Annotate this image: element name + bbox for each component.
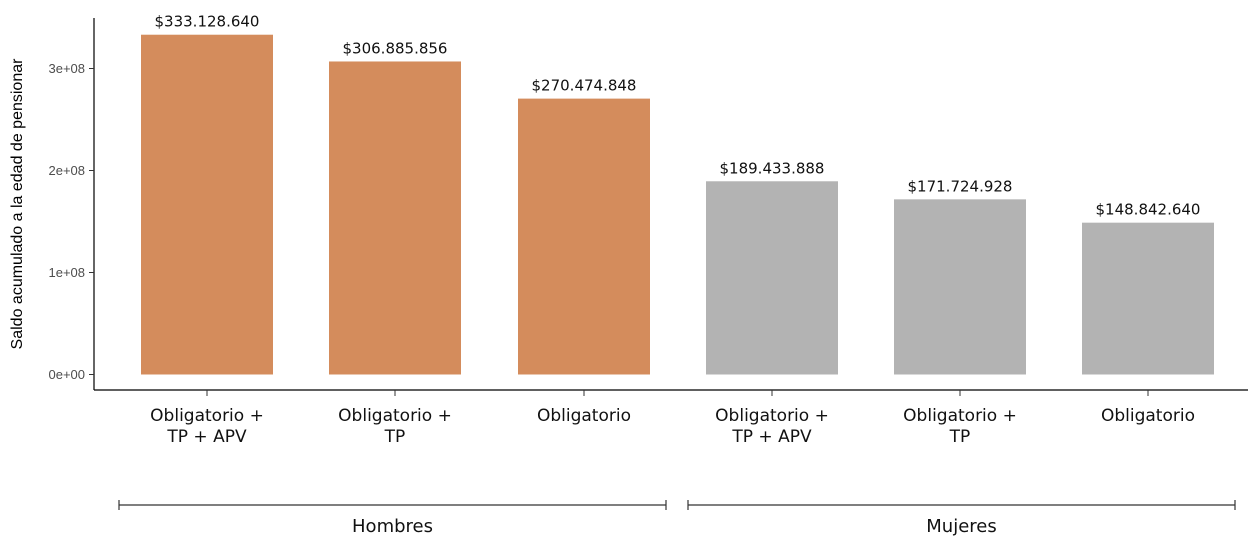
x-tick-label: Obligatorio (537, 406, 631, 426)
bar (141, 34, 273, 375)
bar-value-label: $306.885.856 (343, 39, 448, 57)
group-label: Hombres (352, 516, 433, 537)
bar (329, 61, 461, 375)
group-brackets: Hombres Mujeres (118, 500, 1236, 537)
x-tick-label: Obligatorio (1101, 406, 1195, 426)
x-tick-label: Obligatorio + (150, 406, 264, 426)
x-tick-label: Obligatorio + (903, 406, 1017, 426)
bar-value-label: $270.474.848 (532, 77, 637, 95)
y-tick-label: 2e+08 (48, 163, 85, 178)
bar-value-label: $333.128.640 (155, 13, 260, 31)
y-axis-label: Saldo acumulado a la edad de pensionar (9, 58, 26, 350)
y-tick-label: 3e+08 (48, 61, 85, 76)
x-tick-label: Obligatorio + (338, 406, 452, 426)
y-ticks: 0e+00 1e+08 2e+08 3e+08 (48, 61, 94, 382)
y-tick-label: 1e+08 (48, 265, 85, 280)
value-labels: $333.128.640 $306.885.856 $270.474.848 $189… (155, 13, 1201, 219)
bar (1082, 222, 1214, 375)
bar-value-label: $148.842.640 (1096, 201, 1201, 219)
bar (894, 199, 1026, 375)
bar (518, 98, 650, 375)
y-tick-label: 0e+00 (48, 367, 85, 382)
x-tick-label: TP + APV (731, 427, 812, 447)
bars (141, 34, 1214, 375)
x-tick-label: TP + APV (166, 427, 247, 447)
bar-value-label: $171.724.928 (908, 177, 1013, 195)
group-label: Mujeres (926, 516, 996, 537)
x-tick-label: Obligatorio + (715, 406, 829, 426)
x-tick-label: TP (949, 427, 971, 447)
bar (706, 181, 838, 375)
x-tick-label: TP (384, 427, 406, 447)
bar-value-label: $189.433.888 (720, 159, 825, 177)
